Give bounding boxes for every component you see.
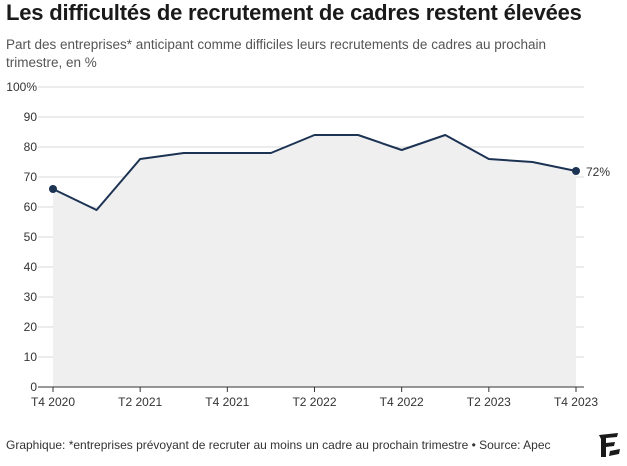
y-tick-label: 90 <box>24 110 38 124</box>
y-tick-label: 0 <box>30 380 37 394</box>
chart-footer: Graphique: *entreprises prévoyant de rec… <box>6 438 551 452</box>
end-point-marker <box>572 167 580 175</box>
x-tick-label: T4 2020 <box>31 395 75 409</box>
area-fill <box>53 135 576 387</box>
y-tick-label: 10 <box>24 350 38 364</box>
y-tick-label: 60 <box>24 200 38 214</box>
end-value-label: 72% <box>586 165 610 179</box>
series-line <box>52 134 577 211</box>
x-tick-label: T4 2022 <box>380 395 424 409</box>
y-tick-label: 40 <box>24 260 38 274</box>
x-tick-label: T2 2022 <box>292 395 336 409</box>
x-tick-label: T4 2023 <box>554 395 598 409</box>
y-tick-label: 80 <box>24 140 38 154</box>
start-point-marker <box>49 185 57 193</box>
y-tick-label: 50 <box>24 230 38 244</box>
chart-title: Les difficultés de recrutement de cadres… <box>6 0 582 25</box>
chart-subtitle: Part des entreprises* anticipant comme d… <box>6 37 547 70</box>
x-tick-label: T4 2021 <box>205 395 249 409</box>
y-tick-label: 20 <box>24 320 38 334</box>
le-figaro-logo-icon <box>599 433 620 457</box>
x-tick-label: T2 2021 <box>118 395 162 409</box>
line-chart: 0 10 20 30 40 50 60 70 80 90 100% 72% T4 2020 T2 2021… <box>6 80 610 409</box>
y-tick-label: 30 <box>24 290 38 304</box>
y-tick-label: 70 <box>24 170 38 184</box>
y-tick-label: 100% <box>6 80 37 94</box>
x-tick-label: T2 2023 <box>467 395 511 409</box>
